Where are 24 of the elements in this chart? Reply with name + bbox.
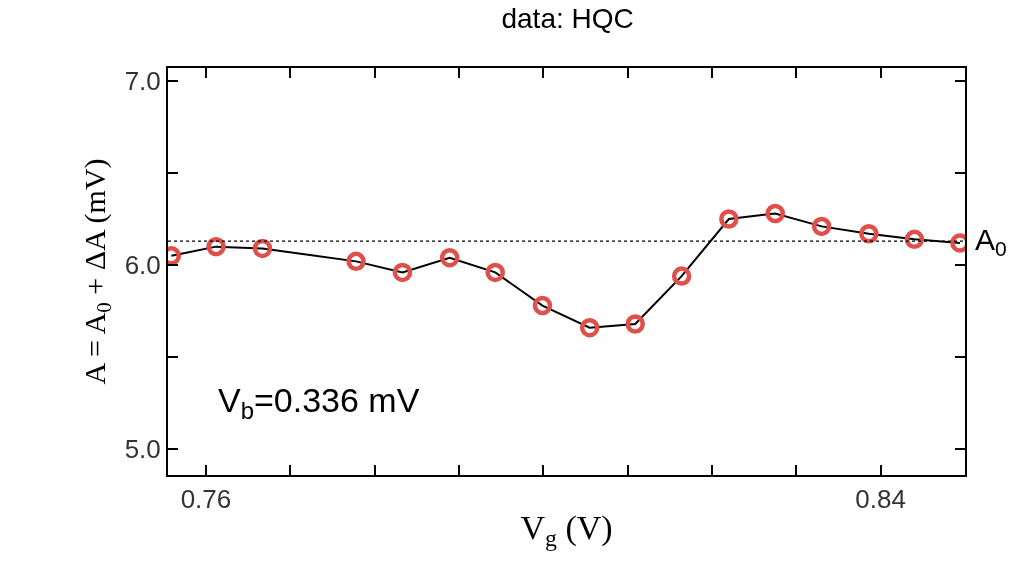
point [719,209,739,229]
y-tick-label: 6.0 [124,250,161,281]
point [625,314,645,334]
point [439,247,460,268]
point [859,224,879,244]
point [765,203,785,224]
ref-line-label: A$_{0}$ [975,223,1007,261]
point [904,229,925,250]
y-tick-label: 5.0 [124,434,161,465]
chart-title: data: HQC [501,3,634,35]
point [811,216,832,237]
point [392,262,413,283]
point [252,238,273,259]
x-axis-title: V$_{g}$ (V) [520,509,613,552]
point [532,295,553,316]
point [671,266,692,286]
point [579,317,600,338]
point [206,236,226,257]
x-tick-label: 0.84 [855,484,906,515]
y-tick-label: 7.0 [124,65,161,96]
x-tick-label: 0.76 [180,484,232,515]
point [485,262,505,283]
point [346,251,366,272]
annotation: V$_{b}$=0.336 mV [218,381,420,425]
